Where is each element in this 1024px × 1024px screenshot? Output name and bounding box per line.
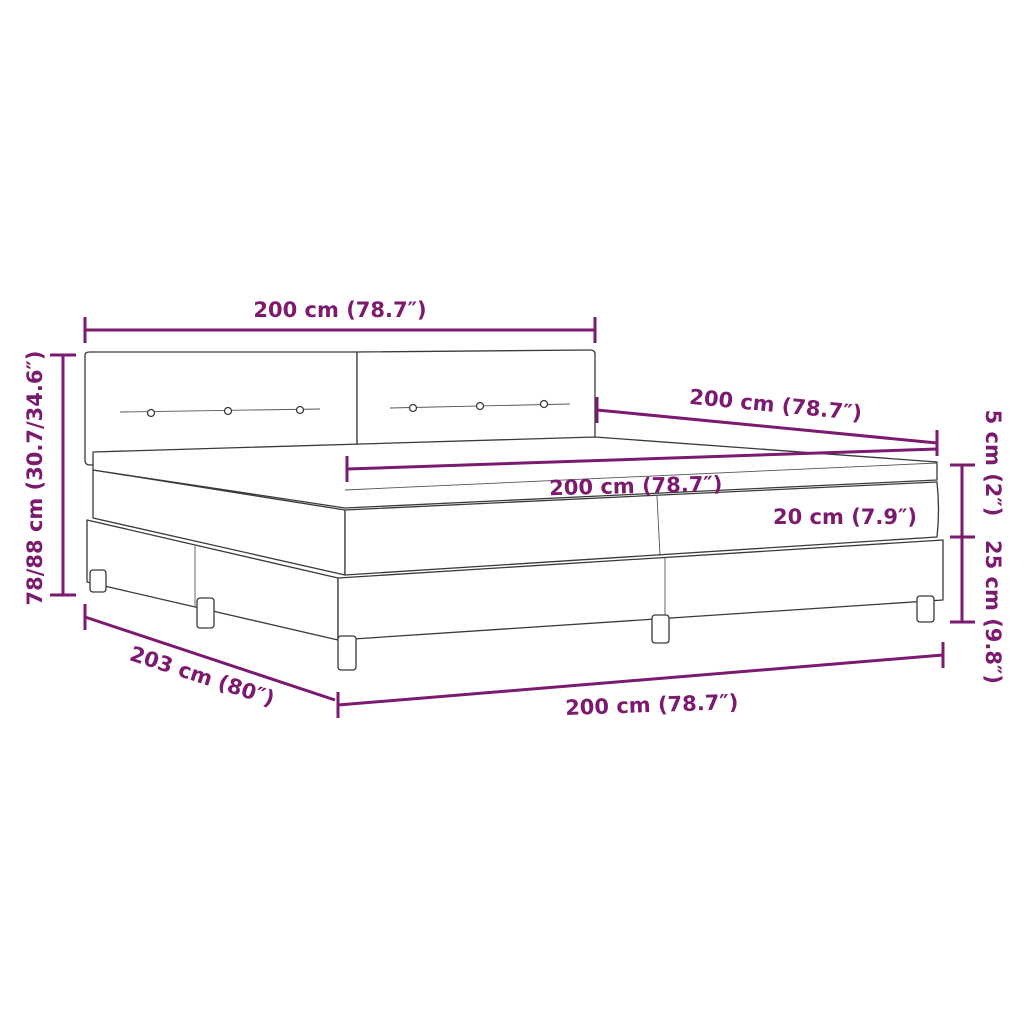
leg xyxy=(916,595,935,623)
label-topper-thickness: 5 cm (2″) xyxy=(981,410,1005,517)
label-base-height: 25 cm (9.8″) xyxy=(981,540,1005,684)
base-front xyxy=(337,539,944,641)
dim-base-length xyxy=(83,604,336,702)
dim-base-width xyxy=(336,642,945,718)
leg xyxy=(89,569,107,593)
bed-drawing xyxy=(84,349,944,671)
label-base-width: 200 cm (78.7″) xyxy=(565,690,739,720)
dim-headboard-width xyxy=(83,317,597,343)
dim-topper-length xyxy=(595,397,939,456)
headboard-buttons xyxy=(119,399,571,418)
label-mattress-width: 200 cm (78.7″) xyxy=(549,472,723,501)
leg xyxy=(651,614,670,644)
label-base-length: 203 cm (80″) xyxy=(127,642,278,711)
leg xyxy=(337,635,357,671)
dim-topper-thickness xyxy=(950,463,975,539)
dimension-lines xyxy=(50,317,975,718)
headboard-right-panel xyxy=(356,349,596,446)
label-total-height: 78/88 cm (30.7/34.6″) xyxy=(23,351,47,606)
label-topper-length: 200 cm (78.7″) xyxy=(688,385,863,425)
dim-base-height xyxy=(950,537,975,624)
dim-total-height xyxy=(50,353,76,597)
mattress-front xyxy=(344,481,940,576)
label-headboard-width: 200 cm (78.7″) xyxy=(253,298,426,322)
dim-mattress-width xyxy=(345,447,938,482)
leg xyxy=(196,597,215,629)
label-mattress-thickness: 20 cm (7.9″) xyxy=(773,505,917,529)
